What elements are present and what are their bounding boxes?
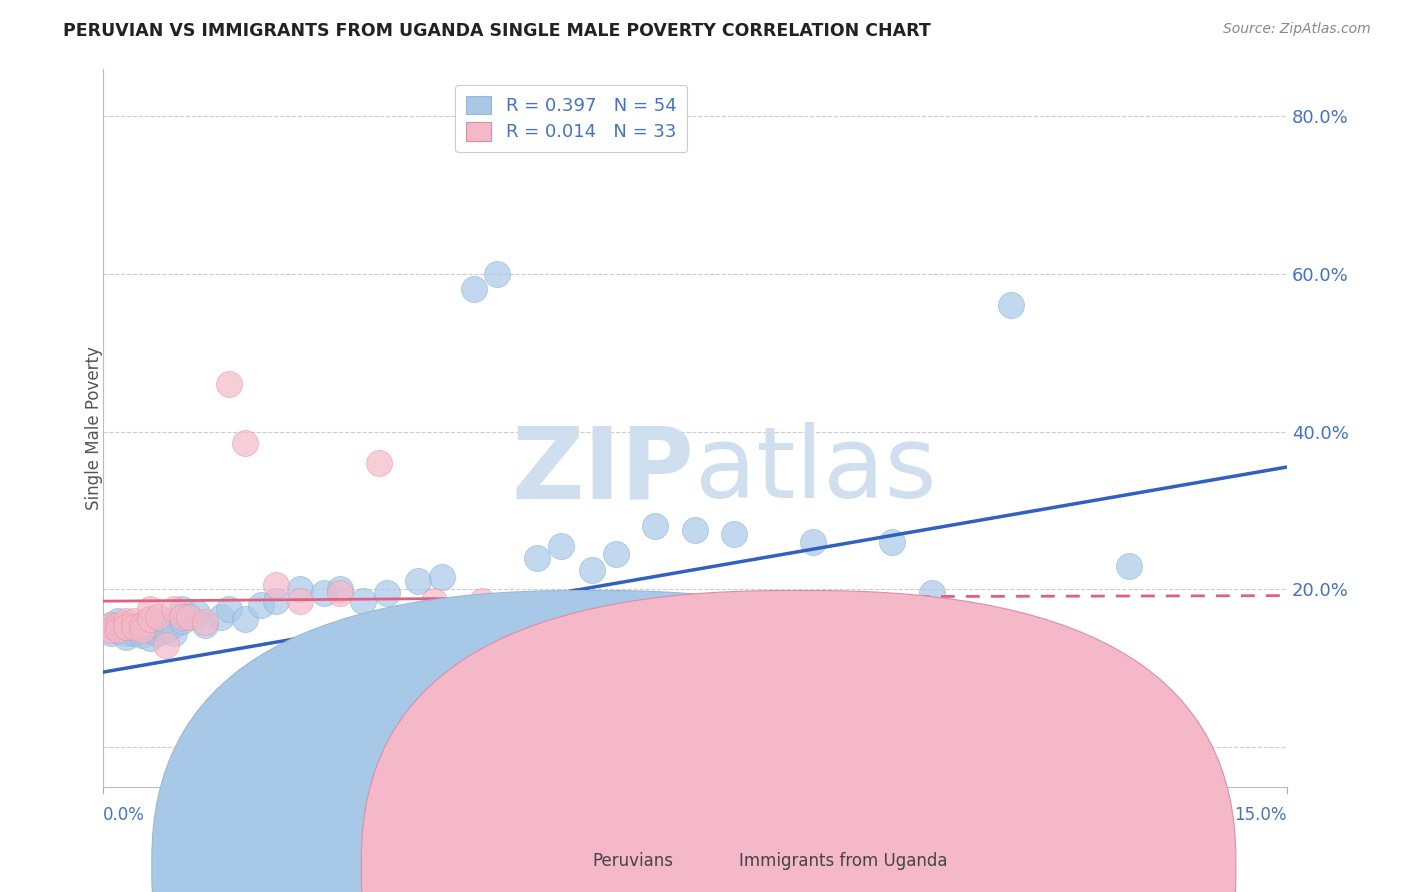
- Point: [155, 624, 177, 638]
- Point: [131, 617, 153, 632]
- Point: [882, 535, 904, 549]
- Point: [471, 594, 494, 608]
- Text: 15.0%: 15.0%: [1234, 806, 1286, 824]
- Point: [801, 535, 824, 549]
- Point: [550, 539, 572, 553]
- Point: [122, 625, 145, 640]
- Text: Peruvians: Peruvians: [592, 852, 673, 870]
- Point: [139, 632, 162, 646]
- Point: [288, 594, 311, 608]
- Point: [786, 663, 808, 677]
- Point: [146, 625, 169, 640]
- Point: [683, 523, 706, 537]
- Point: [723, 527, 745, 541]
- Point: [122, 614, 145, 628]
- Point: [605, 547, 627, 561]
- Point: [131, 617, 153, 632]
- Point: [179, 610, 201, 624]
- Text: PERUVIAN VS IMMIGRANTS FROM UGANDA SINGLE MALE POVERTY CORRELATION CHART: PERUVIAN VS IMMIGRANTS FROM UGANDA SINGL…: [63, 22, 931, 40]
- Point: [1000, 298, 1022, 312]
- Point: [1039, 657, 1062, 672]
- Point: [882, 667, 904, 681]
- Point: [107, 614, 129, 628]
- Point: [463, 283, 485, 297]
- Point: [107, 624, 129, 638]
- Text: 0.0%: 0.0%: [103, 806, 145, 824]
- Point: [155, 615, 177, 630]
- Point: [115, 617, 138, 632]
- Point: [408, 574, 430, 589]
- Point: [146, 620, 169, 634]
- Point: [122, 622, 145, 636]
- Point: [100, 624, 122, 638]
- Point: [115, 630, 138, 644]
- Text: Source: ZipAtlas.com: Source: ZipAtlas.com: [1223, 22, 1371, 37]
- Point: [170, 610, 193, 624]
- Point: [131, 628, 153, 642]
- Point: [131, 624, 153, 638]
- Point: [921, 586, 943, 600]
- Point: [266, 594, 288, 608]
- Point: [139, 624, 162, 638]
- Point: [233, 436, 256, 450]
- Point: [707, 649, 730, 664]
- Point: [194, 617, 217, 632]
- Point: [565, 594, 588, 608]
- Point: [131, 624, 153, 638]
- Point: [100, 625, 122, 640]
- Text: atlas: atlas: [695, 422, 936, 519]
- Point: [146, 610, 169, 624]
- Point: [249, 598, 271, 612]
- Point: [107, 622, 129, 636]
- Point: [328, 586, 350, 600]
- Point: [170, 602, 193, 616]
- Point: [581, 563, 603, 577]
- Point: [115, 620, 138, 634]
- Point: [644, 519, 666, 533]
- Point: [218, 377, 240, 392]
- Point: [179, 610, 201, 624]
- Point: [762, 665, 785, 680]
- Point: [139, 602, 162, 616]
- Point: [842, 638, 865, 652]
- Point: [233, 612, 256, 626]
- Point: [423, 594, 446, 608]
- Text: ZIP: ZIP: [512, 422, 695, 519]
- Point: [163, 625, 186, 640]
- Point: [628, 610, 651, 624]
- Point: [170, 614, 193, 628]
- Point: [163, 602, 186, 616]
- Point: [218, 602, 240, 616]
- Point: [163, 617, 186, 632]
- Point: [526, 550, 548, 565]
- Text: Immigrants from Uganda: Immigrants from Uganda: [740, 852, 948, 870]
- Point: [209, 610, 232, 624]
- Point: [115, 614, 138, 628]
- Point: [194, 615, 217, 630]
- Point: [430, 570, 453, 584]
- Point: [526, 653, 548, 667]
- Point: [107, 617, 129, 632]
- Point: [139, 612, 162, 626]
- Legend: R = 0.397   N = 54, R = 0.014   N = 33: R = 0.397 N = 54, R = 0.014 N = 33: [456, 85, 688, 153]
- Point: [288, 582, 311, 597]
- Point: [368, 456, 391, 470]
- Point: [352, 594, 374, 608]
- Point: [375, 586, 398, 600]
- Point: [122, 620, 145, 634]
- Point: [486, 267, 509, 281]
- Point: [100, 617, 122, 632]
- Point: [328, 582, 350, 597]
- Point: [266, 578, 288, 592]
- Point: [155, 638, 177, 652]
- Point: [312, 586, 335, 600]
- Point: [115, 625, 138, 640]
- Point: [186, 606, 208, 620]
- Point: [1118, 558, 1140, 573]
- Point: [100, 617, 122, 632]
- Point: [139, 615, 162, 630]
- Y-axis label: Single Male Poverty: Single Male Poverty: [86, 345, 103, 509]
